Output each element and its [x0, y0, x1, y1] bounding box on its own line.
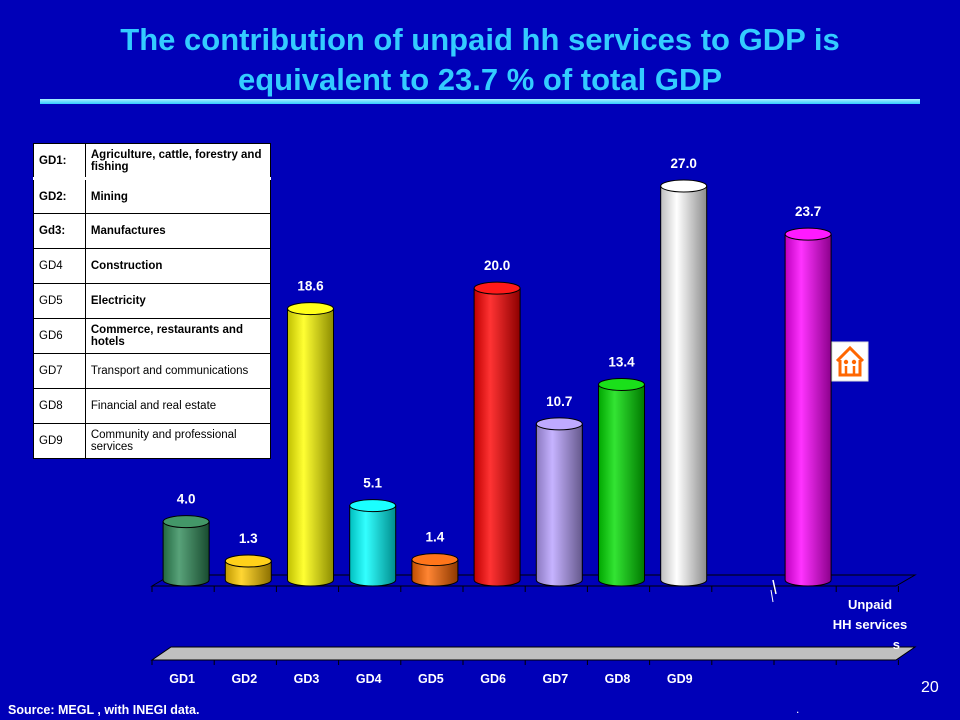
legend-row: GD4 Construction: [33, 248, 272, 284]
bar-top: [660, 179, 708, 193]
bar-gd9: [660, 185, 708, 587]
bar-top: [224, 554, 272, 568]
bar-gd3: [287, 308, 334, 587]
legend-row: GD2: Mining: [33, 178, 272, 214]
legend-code: GD4: [33, 248, 86, 284]
legend-row: GD6 Commerce, restaurants and hotels: [33, 318, 272, 354]
x-tick-label-unpaid: s: [893, 637, 900, 652]
legend-row: GD1: Agriculture, cattle, forestry and fi…: [33, 143, 272, 180]
x-tick-label: GD3: [294, 672, 320, 686]
slide-title: The contribution of unpaid hh services t…: [120, 22, 840, 97]
data-label: 20.0: [484, 258, 510, 273]
data-label: 5.1: [363, 476, 382, 491]
house-people-icon: [831, 341, 869, 382]
legend-row: Gd3: Manufactures: [33, 213, 272, 249]
bars: [162, 179, 832, 587]
bar-gd8: [598, 383, 645, 587]
bar-top: [287, 302, 334, 316]
legend-code: GD2:: [33, 178, 86, 214]
legend-code: GD8: [33, 388, 86, 424]
title-underline: [40, 99, 920, 104]
legend-description: Electricity: [84, 283, 272, 319]
legend-code: GD6: [33, 318, 86, 354]
legend-description: Transport and communications: [84, 353, 272, 389]
legend-description: Agriculture, cattle, forestry and fishin…: [84, 143, 272, 180]
x-tick-label: GD6: [480, 672, 506, 686]
bar-top: [535, 417, 583, 431]
bar-top: [162, 515, 210, 529]
legend-row: GD8 Financial and real estate: [33, 388, 272, 424]
x-tick-label: GD7: [542, 672, 568, 686]
bar-top: [784, 227, 832, 241]
bar-top: [349, 499, 397, 513]
x-tick-label-unpaid: Unpaid: [848, 597, 892, 612]
legend-row: GD9 Community and professional services: [33, 423, 272, 459]
legend-description: Community and professional services: [84, 423, 272, 459]
bar-gd5: [411, 559, 459, 587]
x-tick-label: GD4: [356, 672, 382, 686]
page-number: 20: [921, 679, 939, 696]
x-tick-label: GD2: [231, 672, 257, 686]
x-tick-label: GD8: [605, 672, 631, 686]
data-label: 18.6: [297, 279, 324, 294]
legend-code: GD5: [33, 283, 86, 319]
data-labels: GD1 4.0 GD2 1.3 GD3 18.6 GD4 5.1 GD5 1.4 GD6 20.0 GD…: [169, 156, 907, 686]
data-label: 13.4: [608, 354, 635, 369]
bar-gd2: [224, 560, 272, 587]
x-tick-label-unpaid: HH services: [833, 617, 907, 632]
data-label: 23.7: [795, 204, 821, 219]
bar-top: [411, 553, 459, 567]
bar-unpaid-hh-services: [784, 233, 832, 587]
legend-description: Manufactures: [84, 213, 272, 249]
data-label: 10.7: [546, 394, 572, 409]
data-label: 4.0: [177, 492, 196, 507]
x-tick-label: GD1: [169, 672, 195, 686]
legend-description: Commerce, restaurants and hotels: [84, 318, 272, 354]
legend-code: Gd3:: [33, 213, 86, 249]
data-label: 1.3: [239, 531, 258, 546]
x-tick-label: GD9: [667, 672, 693, 686]
source-note: Source: MEGL , with INEGI data.: [8, 703, 200, 717]
legend-row: GD7 Transport and communications: [33, 353, 272, 389]
legend-code: GD7: [33, 353, 86, 389]
legend-description: Construction: [84, 248, 272, 284]
legend-code: GD1:: [33, 143, 86, 180]
data-label: 27.0: [671, 156, 697, 171]
bar-gd1: [162, 521, 210, 587]
legend-description: Mining: [84, 178, 272, 214]
data-label: 1.4: [426, 530, 445, 545]
bar-gd6: [473, 287, 521, 587]
stray-mark: .: [796, 702, 800, 716]
x-tick-label: GD5: [418, 672, 444, 686]
bar-top: [598, 377, 645, 391]
chart-floor: [150, 574, 917, 665]
legend-table: GD1: Agriculture, cattle, forestry and fi…: [33, 143, 272, 459]
bar-gd7: [535, 423, 583, 587]
legend-code: GD9: [33, 423, 86, 459]
legend-row: GD5 Electricity: [33, 283, 272, 319]
bar-gd4: [349, 505, 397, 587]
bar-top: [473, 281, 521, 295]
legend-description: Financial and real estate: [84, 388, 272, 424]
